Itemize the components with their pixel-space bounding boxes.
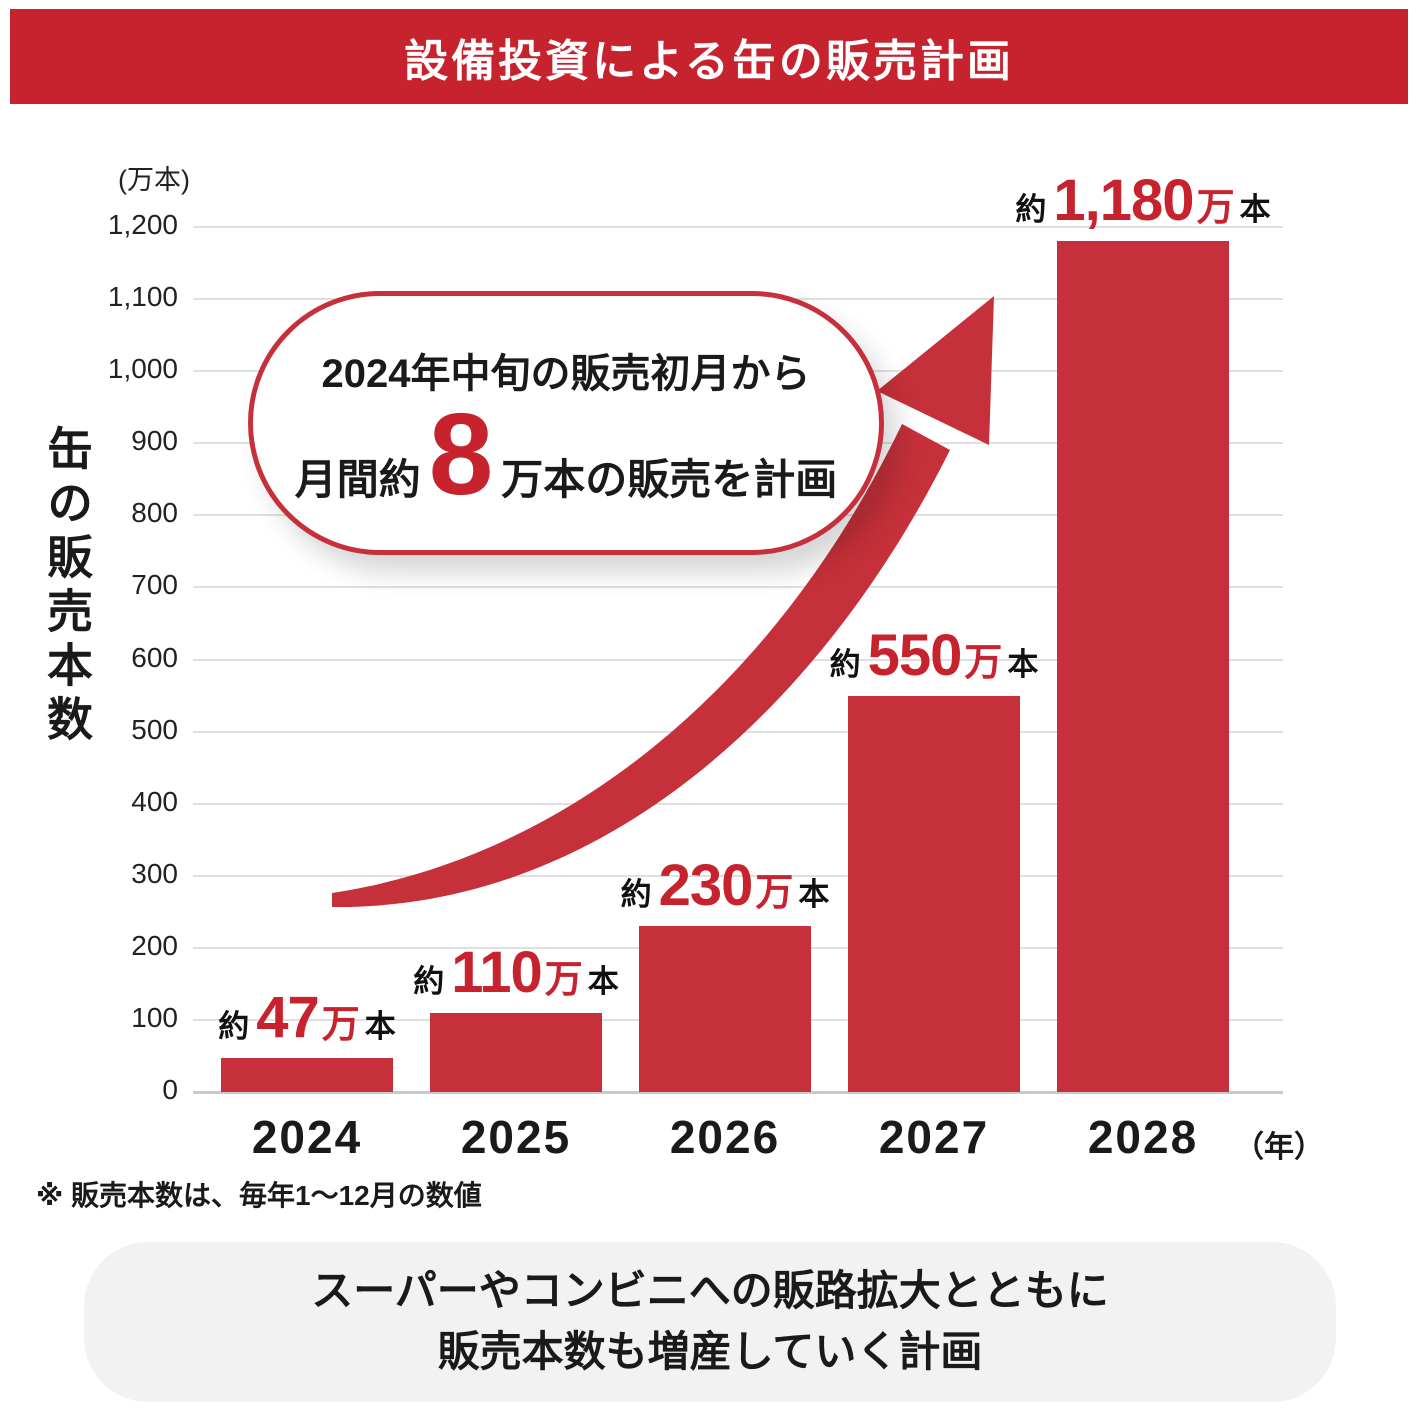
bar-label-suffix: 本	[587, 963, 619, 999]
x-tick-label: 2027	[878, 1111, 990, 1163]
callout-line1: 2024年中旬の販売初月から	[321, 352, 811, 396]
y-tick-label: 1,200	[107, 209, 178, 240]
callout-line2-prefix: 月間約	[294, 456, 421, 503]
y-tick-label: 300	[131, 857, 178, 889]
y-tick-label: 100	[131, 1001, 178, 1033]
y-tick-label: 400	[131, 785, 178, 817]
callout-line2: 月間約 8 万本の販売を計画	[294, 389, 838, 519]
gridline	[193, 1091, 1283, 1094]
chart-footnote: ※ 販売本数は、毎年1〜12月の数値	[36, 1180, 482, 1211]
bar-label-prefix: 約	[218, 1009, 250, 1045]
bar-label-number: 1,180	[1053, 168, 1194, 234]
x-axis-unit-label: （年）	[1234, 1131, 1324, 1164]
bar-value-label: 約 550 万本	[830, 622, 1039, 689]
x-tick-label: 2025	[460, 1111, 572, 1163]
bar-label-suffix: 本	[1239, 192, 1271, 228]
y-tick-label: 0	[162, 1074, 178, 1105]
bar-value-label: 約 47 万本	[218, 984, 396, 1051]
summary-line1: スーパーやコンビニへの販路拡大とともに	[311, 1267, 1109, 1315]
callout-line2-suffix: 万本の販売を計画	[501, 456, 838, 503]
bar-label-number: 47	[256, 985, 320, 1051]
callout-bubble: 2024年中旬の販売初月から 月間約 8 万本の販売を計画	[248, 291, 884, 555]
bar-label-unit: 万	[964, 641, 1003, 684]
y-tick-label: 500	[131, 713, 178, 745]
y-tick-label: 1,100	[107, 281, 178, 313]
y-tick-label: 700	[131, 569, 178, 601]
bar-label-number: 550	[867, 622, 963, 688]
x-tick-label: 2024	[251, 1111, 363, 1163]
bar-label-prefix: 約	[620, 877, 652, 913]
bar-2025	[430, 1012, 602, 1092]
y-axis-title: 缶の販売本数	[41, 425, 93, 749]
y-tick-label: 1,000	[107, 353, 178, 385]
bar-label-suffix: 本	[364, 1009, 396, 1045]
bar-2026	[639, 926, 811, 1092]
callout-line2-number: 8	[428, 389, 494, 519]
y-axis-unit-label: (万本)	[118, 165, 190, 195]
bar-label-unit: 万	[321, 1004, 360, 1047]
summary-box: スーパーやコンビニへの販路拡大とともに 販売本数も増産していく計画	[84, 1242, 1336, 1402]
bar-2024	[221, 1058, 393, 1092]
y-tick-label: 800	[131, 497, 178, 529]
bar-label-prefix: 約	[413, 963, 445, 999]
page-title: 設備投資による缶の販売計画	[404, 36, 1014, 86]
bar-value-label: 約 1,180 万本	[1015, 167, 1270, 234]
y-tick-label: 600	[131, 641, 178, 673]
x-tick-label: 2026	[669, 1111, 781, 1163]
y-tick-label: 200	[131, 929, 178, 961]
bar-label-unit: 万	[755, 872, 794, 915]
bar-label-unit: 万	[544, 958, 583, 1001]
summary-line2: 販売本数も増産していく計画	[437, 1328, 983, 1375]
bar-value-label: 約 110 万本	[413, 939, 619, 1006]
y-tick-label: 900	[131, 425, 178, 457]
bar-label-number: 110	[451, 939, 543, 1005]
gridline	[193, 226, 1283, 228]
bar-value-label: 約 230 万本	[621, 852, 830, 919]
x-tick-label: 2028	[1087, 1111, 1199, 1163]
bar-label-suffix: 本	[1007, 646, 1039, 682]
bar-label-unit: 万	[1196, 187, 1235, 230]
bar-label-prefix: 約	[829, 646, 861, 682]
title-bar: 設備投資による缶の販売計画	[10, 9, 1408, 104]
bar-label-number: 230	[658, 853, 754, 919]
bar-2028	[1057, 241, 1229, 1092]
bar-2027	[848, 695, 1020, 1092]
bar-label-suffix: 本	[798, 877, 830, 913]
bar-label-prefix: 約	[1015, 192, 1047, 228]
